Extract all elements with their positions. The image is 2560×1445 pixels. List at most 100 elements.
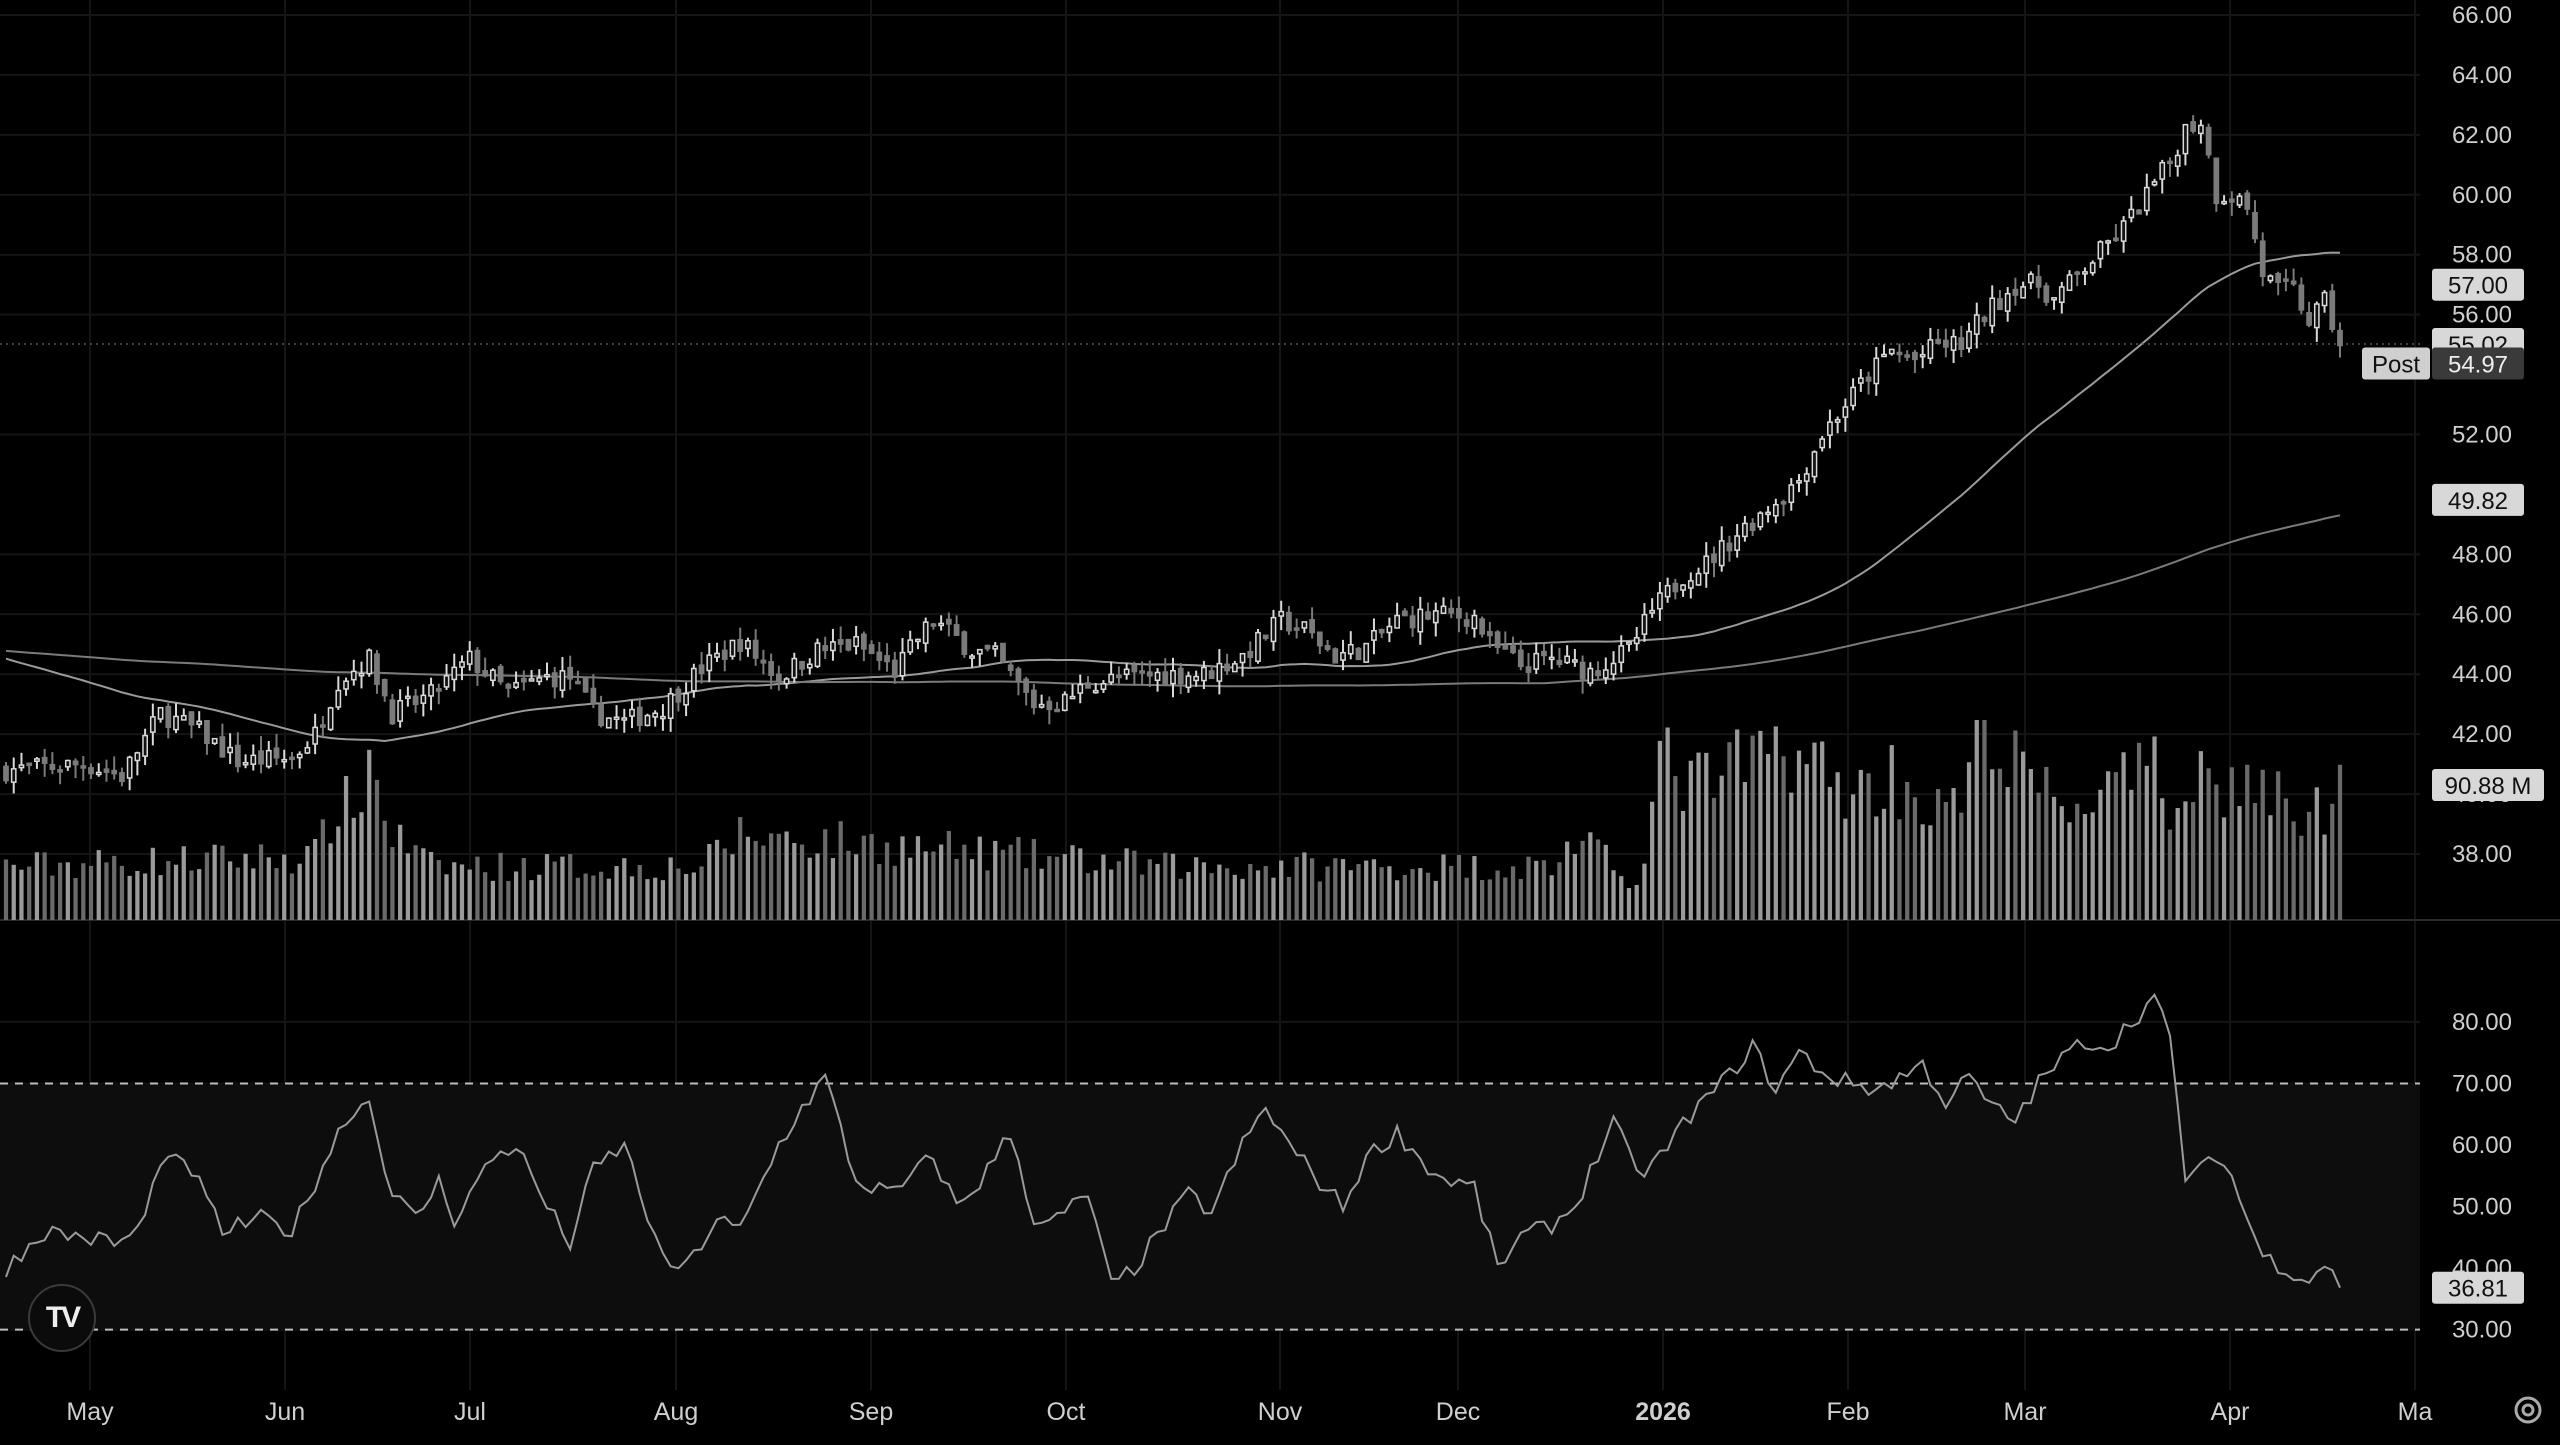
- candle[interactable]: [1633, 626, 1640, 651]
- candle[interactable]: [528, 670, 535, 682]
- candle[interactable]: [3, 762, 9, 784]
- candle[interactable]: [1772, 498, 1779, 524]
- candle[interactable]: [134, 751, 141, 776]
- candle[interactable]: [343, 677, 349, 696]
- candle[interactable]: [1734, 524, 1741, 558]
- candle[interactable]: [1572, 648, 1578, 667]
- candle[interactable]: [2089, 260, 2096, 276]
- candle[interactable]: [1525, 653, 1532, 683]
- candle[interactable]: [2051, 297, 2057, 310]
- candle[interactable]: [721, 640, 728, 672]
- candle[interactable]: [598, 695, 604, 728]
- candle[interactable]: [1316, 631, 1323, 655]
- candle[interactable]: [915, 638, 921, 650]
- candle[interactable]: [2306, 301, 2312, 328]
- candle[interactable]: [690, 663, 697, 698]
- candle[interactable]: [397, 689, 404, 728]
- candle[interactable]: [1061, 691, 1068, 712]
- candle[interactable]: [459, 655, 465, 681]
- candle[interactable]: [1069, 684, 1076, 700]
- candle[interactable]: [1672, 578, 1679, 600]
- candle[interactable]: [1842, 398, 1849, 432]
- candle[interactable]: [1355, 647, 1362, 661]
- candle[interactable]: [1517, 640, 1524, 671]
- candle[interactable]: [1610, 651, 1617, 681]
- candle[interactable]: [868, 640, 875, 655]
- candle[interactable]: [1486, 621, 1493, 649]
- candle[interactable]: [1409, 605, 1416, 637]
- candle[interactable]: [806, 658, 813, 675]
- tradingview-logo-icon[interactable]: TV: [28, 1284, 96, 1352]
- candle[interactable]: [1626, 641, 1632, 652]
- candles[interactable]: [3, 115, 2343, 794]
- candle[interactable]: [675, 686, 682, 712]
- candle[interactable]: [822, 636, 829, 660]
- candle[interactable]: [1973, 302, 1980, 349]
- candle[interactable]: [1857, 369, 1864, 392]
- candle[interactable]: [1595, 661, 1601, 680]
- candle[interactable]: [683, 682, 689, 717]
- candle[interactable]: [830, 628, 836, 661]
- candle[interactable]: [884, 643, 890, 672]
- candle[interactable]: [1139, 661, 1145, 685]
- candle[interactable]: [219, 723, 226, 758]
- candle[interactable]: [1618, 635, 1625, 673]
- candle[interactable]: [1239, 652, 1246, 677]
- candle[interactable]: [358, 661, 365, 689]
- candle[interactable]: [1309, 607, 1315, 639]
- candle[interactable]: [1989, 285, 1996, 334]
- candle[interactable]: [312, 713, 319, 755]
- candle[interactable]: [984, 644, 991, 652]
- candle[interactable]: [265, 740, 272, 769]
- candle[interactable]: [10, 757, 17, 794]
- candle[interactable]: [1548, 644, 1555, 670]
- candle[interactable]: [497, 664, 504, 685]
- candle[interactable]: [428, 677, 434, 711]
- candle[interactable]: [374, 650, 380, 694]
- candle[interactable]: [188, 711, 195, 739]
- candle[interactable]: [1432, 602, 1439, 637]
- candle[interactable]: [1038, 694, 1045, 709]
- candle[interactable]: [1827, 409, 1833, 449]
- candle[interactable]: [1177, 663, 1184, 695]
- candle[interactable]: [2236, 193, 2243, 209]
- candle[interactable]: [26, 762, 33, 775]
- candle[interactable]: [49, 752, 56, 775]
- candle[interactable]: [1100, 680, 1107, 693]
- candle[interactable]: [1494, 630, 1501, 654]
- candle[interactable]: [466, 641, 473, 671]
- candle[interactable]: [992, 641, 999, 657]
- candle[interactable]: [111, 756, 118, 780]
- candle[interactable]: [1092, 682, 1099, 694]
- candle[interactable]: [443, 664, 450, 691]
- candle[interactable]: [876, 641, 883, 671]
- candle[interactable]: [1347, 631, 1354, 660]
- candle[interactable]: [149, 703, 156, 746]
- candle[interactable]: [242, 754, 249, 769]
- candle[interactable]: [204, 719, 210, 755]
- candle[interactable]: [1123, 663, 1130, 680]
- candle[interactable]: [1216, 649, 1223, 695]
- candle[interactable]: [451, 653, 458, 692]
- candle[interactable]: [80, 755, 87, 781]
- candle[interactable]: [1479, 616, 1486, 638]
- candle[interactable]: [536, 669, 543, 686]
- candle[interactable]: [837, 626, 844, 653]
- candle[interactable]: [737, 627, 744, 661]
- candle[interactable]: [1641, 603, 1648, 642]
- candle[interactable]: [1865, 371, 1872, 395]
- candle[interactable]: [2298, 277, 2305, 315]
- candle[interactable]: [1811, 450, 1818, 484]
- candle[interactable]: [435, 683, 442, 705]
- candle[interactable]: [891, 651, 898, 684]
- candle[interactable]: [853, 625, 860, 655]
- candle[interactable]: [2244, 190, 2251, 216]
- candle[interactable]: [2337, 322, 2343, 358]
- candle[interactable]: [1031, 684, 1037, 715]
- candle[interactable]: [760, 649, 767, 675]
- candle[interactable]: [1966, 322, 1972, 353]
- candle[interactable]: [2043, 282, 2050, 306]
- candle[interactable]: [296, 751, 303, 769]
- candle[interactable]: [1896, 343, 1903, 363]
- candle[interactable]: [520, 670, 527, 691]
